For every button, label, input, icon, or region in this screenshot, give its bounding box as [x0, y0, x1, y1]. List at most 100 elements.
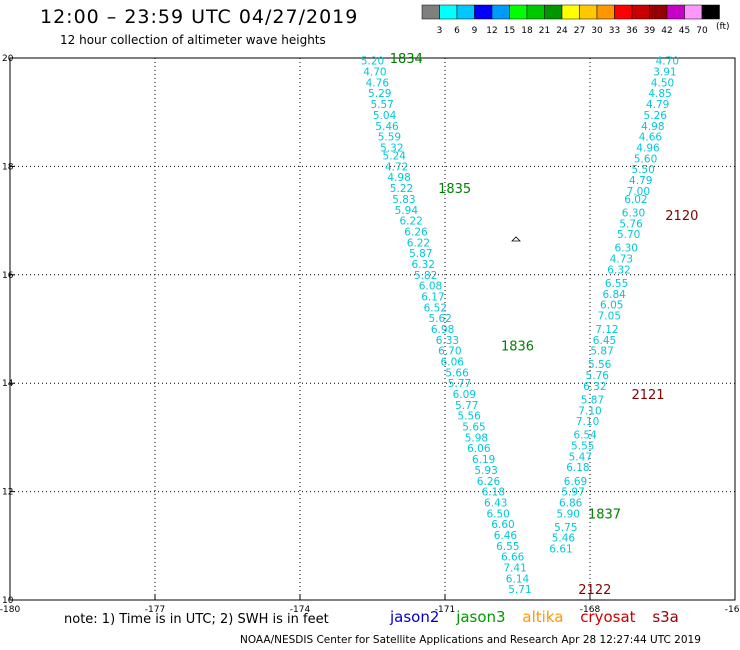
wave-height-label: 4.98: [387, 172, 410, 184]
wave-height-label: 6.50: [486, 508, 509, 520]
wave-height-label: 7.00: [627, 186, 650, 198]
wave-height-label: 6.66: [501, 552, 525, 564]
color-scale-label: 12: [486, 26, 497, 36]
wave-height-label: 6.05: [600, 300, 623, 312]
wave-height-label: 5.66: [445, 367, 469, 379]
color-scale-label: 18: [521, 26, 533, 36]
color-scale-label: 27: [574, 26, 585, 36]
wave-height-label: 4.73: [610, 254, 633, 266]
color-scale-label: 30: [591, 26, 603, 36]
wave-height-label: 5.87: [581, 394, 604, 406]
wave-height-label: 6.14: [506, 573, 530, 585]
wave-height-label: 6.30: [615, 243, 638, 255]
wave-height-label: 6.22: [399, 216, 422, 228]
wave-height-label: 6.55: [605, 278, 628, 290]
wave-height-label: 6.45: [593, 335, 616, 347]
track-time-label: 2120: [665, 209, 698, 224]
wave-height-label: 5.46: [375, 121, 399, 133]
wave-height-label: 6.32: [607, 264, 630, 276]
wave-height-label: 6.52: [424, 302, 447, 314]
wave-height-label: 6.32: [583, 381, 606, 393]
wave-height-label: 5.22: [390, 183, 413, 195]
color-scale-label: 15: [504, 26, 515, 36]
color-scale-label: 33: [609, 26, 620, 36]
wave-height-label: 6.26: [404, 226, 428, 238]
wave-height-label: 5.94: [395, 205, 419, 217]
wave-height-label: 5.59: [378, 132, 401, 144]
wave-height-label: 6.18: [566, 462, 589, 474]
wave-height-label: 5.60: [634, 153, 657, 165]
wave-height-label: 5.77: [448, 378, 471, 390]
wave-height-label: 4.96: [636, 142, 660, 154]
wave-height-label: 5.04: [373, 110, 397, 122]
wave-height-label: 5.70: [617, 229, 640, 241]
track-time-label: 2122: [578, 583, 611, 598]
wave-height-label: 4.70: [656, 56, 679, 68]
track-time-label: 1837: [588, 507, 621, 522]
y-tick-label: 10: [2, 596, 14, 606]
wave-height-label: 4.79: [646, 99, 669, 111]
legend-jason2: jason2: [390, 608, 440, 626]
wave-height-label: 6.19: [472, 454, 495, 466]
wave-height-label: 5.82: [414, 270, 437, 282]
x-tick-label: -168: [580, 605, 601, 615]
y-tick-label: 16: [2, 271, 14, 281]
wave-height-label: 4.85: [648, 88, 671, 100]
color-scale: 3 6 9 12 15 18 21 24 27 30 33 36 39 42 45 70: [421, 4, 720, 36]
plot-frame: [9, 57, 736, 601]
color-scale-label: 42: [661, 26, 672, 36]
wave-height-label: 5.24: [383, 151, 407, 163]
wave-height-label: 5.83: [392, 194, 415, 206]
wave-height-label: 5.76: [586, 370, 610, 382]
wave-height-label: 5.32: [380, 142, 403, 154]
wave-height-label: 5.77: [455, 400, 478, 412]
wave-height-label: 5.29: [368, 88, 391, 100]
wave-height-label: 6.69: [564, 476, 587, 488]
wave-height-label: 5.76: [619, 218, 643, 230]
legend-jason3: jason3: [456, 608, 506, 626]
track-time-label: 2121: [631, 388, 664, 403]
color-scale-label: 36: [626, 26, 638, 36]
wave-height-label: 6.02: [624, 194, 647, 206]
wave-height-label: 4.76: [366, 77, 390, 89]
wave-height-label: 6.55: [496, 541, 519, 553]
wave-height-label: 4.66: [639, 132, 663, 144]
wave-height-label: 5.71: [508, 584, 531, 596]
wave-height-label: 5.97: [561, 487, 584, 499]
island-marker: [511, 236, 521, 242]
wave-height-label: 5.46: [552, 533, 576, 545]
wave-height-label: 6.33: [436, 335, 459, 347]
track-time-label: 1836: [501, 339, 534, 354]
wave-height-label: 6.30: [622, 207, 645, 219]
wave-height-label: 4.50: [651, 77, 674, 89]
wave-height-label: 6.98: [431, 324, 454, 336]
wave-height-label: 6.18: [482, 487, 505, 499]
wave-height-label: 5.75: [554, 522, 577, 534]
color-scale-label: 9: [472, 26, 478, 36]
wave-height-label: 6.08: [419, 281, 442, 293]
wave-height-label: 5.57: [370, 99, 393, 111]
color-scale-label: 45: [679, 26, 690, 36]
wave-height-label: 7.10: [576, 416, 599, 428]
wave-height-label: 5.56: [457, 411, 481, 423]
y-tick-label: 20: [2, 54, 14, 64]
x-tick-label: -165: [725, 605, 740, 615]
wave-height-label: 6.06: [441, 357, 465, 369]
wave-height-label: 5.20: [361, 56, 384, 68]
wave-height-label: 6.54: [573, 430, 597, 442]
color-scale-label: 70: [696, 26, 708, 36]
legend-altika: altika: [522, 608, 564, 626]
credit-line: NOAA/NESDIS Center for Satellite Applica…: [240, 634, 701, 646]
track-time-label: 1835: [438, 182, 471, 197]
color-scale-label: 21: [539, 26, 550, 36]
x-tick-label: -174: [290, 605, 311, 615]
wave-height-label: 5.87: [590, 346, 613, 358]
y-tick-label: 18: [2, 162, 14, 172]
wave-height-label: 6.84: [602, 289, 626, 301]
wave-height-label: 7.10: [578, 405, 601, 417]
wave-height-label: 5.98: [465, 432, 488, 444]
x-tick-label: -177: [145, 605, 165, 615]
wave-height-label: 6.32: [412, 259, 435, 271]
wave-height-label: 6.61: [549, 544, 572, 556]
wave-height-label: 4.79: [629, 175, 652, 187]
